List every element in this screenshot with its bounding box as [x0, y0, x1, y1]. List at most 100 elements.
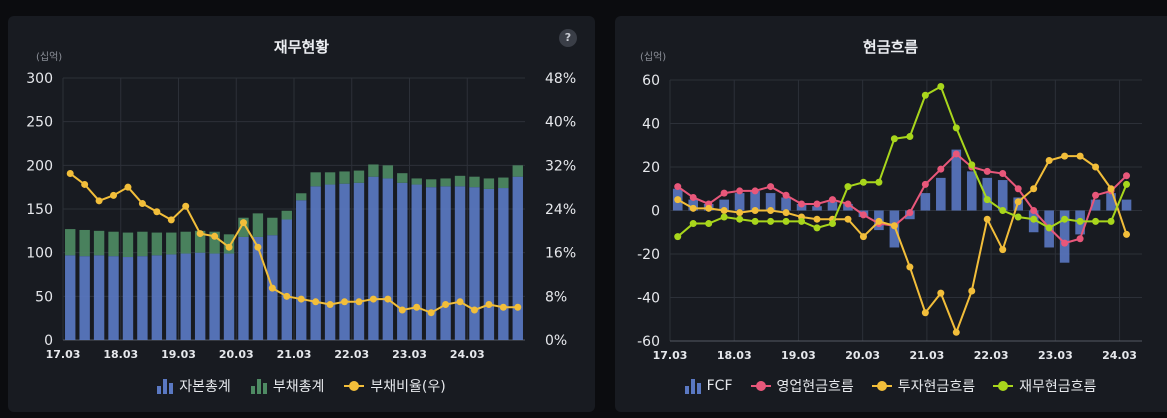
legend-item-investing-cf[interactable]: 투자현금흐름: [871, 376, 975, 396]
point-재무현금흐름: [1030, 215, 1038, 223]
legend-label: 재무현금흐름: [1019, 379, 1097, 395]
x-tick-label: 20.03: [845, 349, 880, 362]
legend-item-liabilities[interactable]: 부채총계: [250, 376, 324, 396]
panel-title: 현금흐름: [862, 38, 919, 56]
bar-부채총계: [469, 176, 480, 188]
point-영업현금흐름: [1030, 207, 1038, 214]
line-투자현금흐름: [677, 155, 1128, 336]
point-재무현금흐름: [767, 217, 775, 225]
bar-자본총계: [498, 188, 509, 340]
bar-자본총계: [93, 255, 105, 340]
point-투자현금흐름: [1092, 163, 1100, 171]
point-부채비율(우): [225, 243, 233, 251]
point-재무현금흐름: [705, 220, 713, 228]
x-tick-label: 22.03: [974, 349, 1009, 362]
legend-item-operating-cf[interactable]: 영업현금흐름: [750, 376, 854, 396]
chart-legend: 자본총계 부채총계 부채비율(우): [8, 376, 595, 396]
point-영업현금흐름: [921, 180, 929, 188]
bar-FCF: [982, 177, 993, 211]
point-영업현금흐름: [906, 209, 914, 217]
point-영업현금흐름: [689, 193, 697, 201]
point-투자현금흐름: [813, 215, 821, 223]
bar-부채총계: [252, 213, 264, 237]
point-재무현금흐름: [859, 178, 867, 186]
point-투자현금흐름: [705, 204, 713, 212]
point-투자현금흐름: [906, 263, 914, 271]
bar-부채총계: [180, 231, 191, 254]
bar-부채총계: [454, 175, 466, 187]
y-tick-label: 60: [642, 73, 660, 89]
bar-series-icon: [157, 378, 174, 394]
bar-부채총계: [411, 178, 422, 185]
y-right-tick-label: 16%: [545, 246, 576, 262]
point-부채비율(우): [239, 219, 247, 227]
legend-item-financing-cf[interactable]: 재무현금흐름: [993, 376, 1096, 396]
bar-FCF: [765, 193, 776, 211]
bar-부채총계: [368, 164, 379, 177]
point-투자현금흐름: [968, 287, 976, 295]
x-tick-label: 24.03: [1102, 349, 1137, 362]
x-tick-label: 17.03: [653, 349, 688, 362]
y-tick-label: -40: [637, 291, 660, 307]
legend-item-equity[interactable]: 자본총계: [157, 376, 231, 396]
point-투자현금흐름: [1014, 198, 1022, 206]
y-tick-label: 150: [26, 202, 53, 218]
point-재무현금흐름: [844, 183, 852, 191]
bar-자본총계: [339, 183, 350, 340]
legend-item-fcf[interactable]: FCF: [684, 376, 733, 396]
point-영업현금흐름: [999, 170, 1007, 178]
point-부채비율(우): [182, 202, 190, 210]
point-재무현금흐름: [674, 233, 682, 241]
bar-자본총계: [512, 176, 523, 340]
bar-부채총계: [483, 178, 495, 189]
bar-FCF: [812, 206, 822, 211]
bar-자본총계: [368, 176, 379, 340]
bar-부채총계: [209, 231, 220, 254]
x-tick-label: 23.03: [392, 348, 427, 361]
point-재무현금흐름: [937, 83, 945, 91]
bar-부채총계: [93, 230, 105, 256]
legend-item-debt-ratio[interactable]: 부채비율(우): [344, 376, 446, 396]
bar-FCF: [1090, 199, 1101, 211]
y-unit-label: (십억): [36, 52, 63, 63]
y-tick-label: 20: [642, 160, 660, 176]
bar-자본총계: [252, 236, 264, 340]
bar-부채총계: [194, 230, 206, 253]
point-투자현금흐름: [689, 204, 697, 212]
point-투자현금흐름: [1045, 156, 1053, 164]
bar-series-icon: [684, 378, 701, 394]
point-재무현금흐름: [751, 217, 759, 225]
point-영업현금흐름: [1076, 235, 1084, 243]
cash-flow-panel: 현금흐름 (십억) -60 -40 -20 0 20 40 60 17.03 18.03 19.0…: [615, 16, 1167, 412]
bar-자본총계: [425, 187, 437, 340]
bar-자본총계: [281, 219, 292, 340]
point-투자현금흐름: [767, 207, 775, 214]
y-tick-label: 0: [651, 204, 660, 220]
point-영업현금흐름: [844, 200, 852, 208]
bar-자본총계: [324, 184, 336, 340]
line-series-icon: [750, 379, 771, 393]
chart-legend: FCF 영업현금흐름 투자현금흐름 재무현금흐름: [615, 376, 1166, 396]
point-재무현금흐름: [921, 91, 929, 99]
bar-FCF: [920, 193, 931, 211]
point-부채비율(우): [153, 208, 161, 216]
y-tick-label: 40: [642, 117, 660, 133]
bar-부채총계: [79, 229, 90, 257]
y-right-tick-label: 8%: [545, 289, 567, 305]
point-부채비율(우): [470, 306, 478, 314]
bar-부채총계: [339, 171, 350, 184]
help-icon[interactable]: ?: [559, 29, 577, 47]
point-영업현금흐름: [937, 165, 945, 173]
point-부채비율(우): [326, 301, 334, 309]
point-부채비율(우): [110, 191, 118, 199]
bar-자본총계: [108, 256, 119, 340]
x-tick-label: 22.03: [334, 348, 369, 361]
point-부채비율(우): [196, 230, 204, 238]
bar-부채총계: [65, 229, 76, 256]
y-right-tick-label: 24%: [545, 202, 576, 218]
bar-자본총계: [65, 255, 76, 340]
legend-label: FCF: [706, 378, 733, 394]
panel-title: 재무현황: [273, 38, 330, 56]
bar-부채총계: [498, 177, 509, 189]
point-재무현금흐름: [1045, 224, 1053, 232]
